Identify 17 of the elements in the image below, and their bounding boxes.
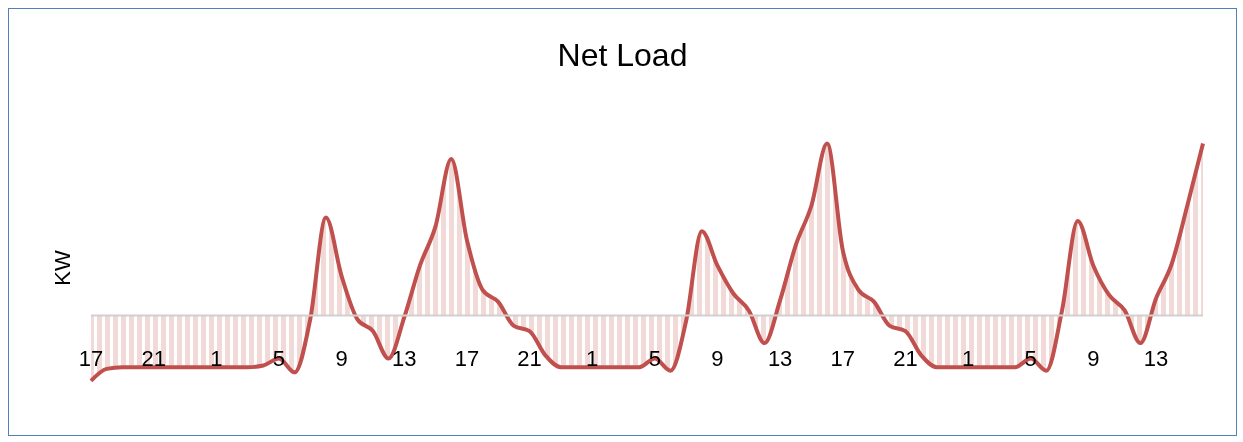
x-tick-label: 13 (1143, 345, 1169, 371)
x-tick-label: 9 (1087, 345, 1100, 371)
x-tick-label: 9 (335, 345, 348, 371)
x-tick-label: 9 (711, 345, 724, 371)
x-tick-label: 1 (961, 345, 975, 371)
x-tick-label: 13 (767, 345, 793, 371)
x-tick-label: 1 (586, 345, 599, 371)
x-tick-label: 21 (517, 345, 542, 371)
x-tick-label: 17 (78, 345, 104, 371)
x-tick-label: 1 (210, 345, 223, 371)
x-tick-label: 17 (454, 345, 480, 371)
x-tick-label: 21 (141, 345, 166, 371)
y-axis-title: KW (50, 249, 76, 288)
x-tick-label: 13 (392, 345, 417, 371)
x-tick-label: 17 (830, 345, 856, 371)
chart-title: Net Load (556, 37, 689, 74)
x-tick-label: 21 (893, 345, 918, 371)
